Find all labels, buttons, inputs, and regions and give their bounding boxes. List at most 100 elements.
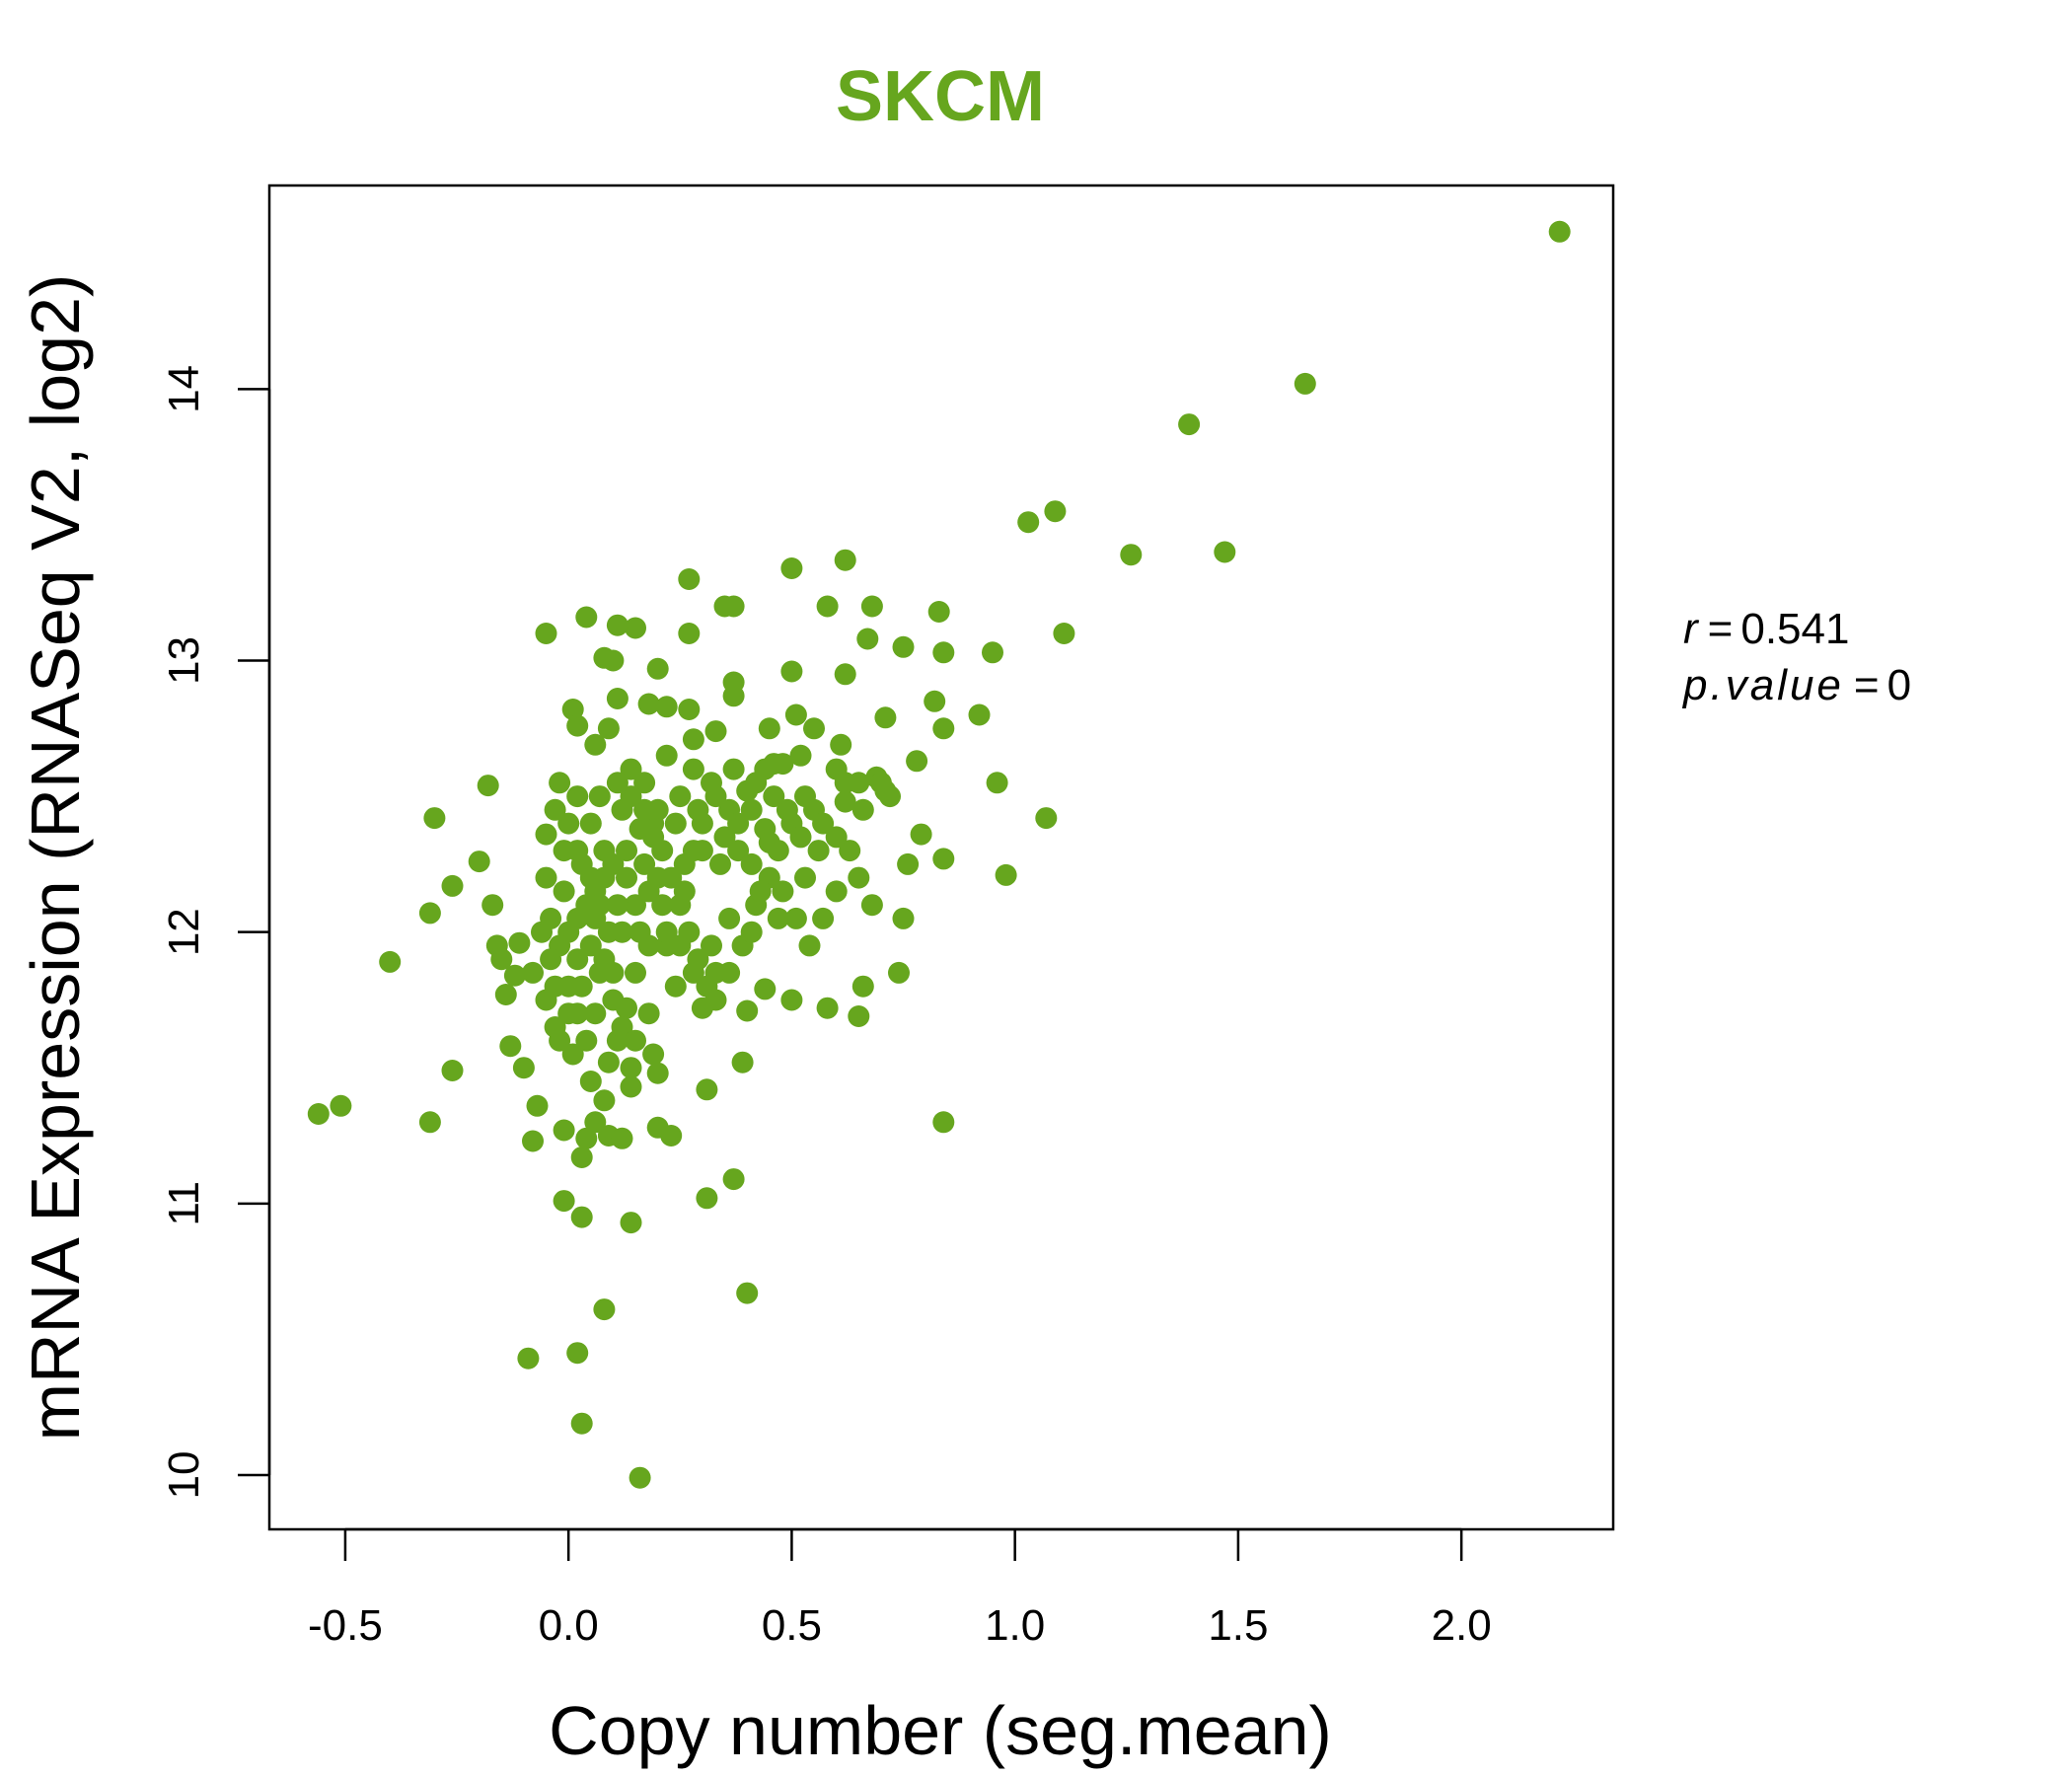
data-point — [418, 902, 441, 925]
y-tick-label: 14 — [160, 365, 208, 413]
data-point — [722, 758, 745, 780]
data-point — [1294, 372, 1316, 395]
data-point — [709, 852, 731, 875]
data-point — [888, 961, 910, 984]
data-point — [807, 840, 830, 862]
data-point — [816, 595, 839, 618]
data-point — [780, 557, 803, 579]
correlation-annotation: r = 0.541 p.value = 0 — [1681, 605, 1911, 709]
data-point — [860, 894, 883, 917]
data-point — [418, 1111, 441, 1134]
data-point — [620, 1075, 642, 1098]
data-point — [673, 880, 696, 903]
data-point — [553, 840, 575, 862]
data-point — [575, 606, 598, 629]
data-point — [570, 1206, 593, 1228]
r-value: 0.541 — [1740, 605, 1849, 653]
p-equals: = — [1854, 661, 1880, 709]
data-point — [481, 894, 504, 917]
data-point — [602, 989, 625, 1011]
data-point — [789, 744, 812, 767]
data-point — [1178, 413, 1201, 436]
data-point — [812, 812, 835, 835]
p-stat-line: p.value = 0 — [1681, 661, 1911, 709]
data-point — [544, 798, 566, 821]
data-point — [575, 1127, 598, 1149]
points-layer — [307, 220, 1571, 1489]
data-point — [584, 1111, 607, 1134]
data-point — [535, 623, 557, 644]
p-label: p.value — [1681, 661, 1844, 709]
y-tick-label: 13 — [160, 636, 208, 685]
data-point — [727, 840, 750, 862]
data-point — [625, 617, 646, 639]
data-point — [932, 717, 955, 740]
data-point — [856, 628, 879, 650]
data-point — [713, 826, 736, 849]
data-point — [602, 649, 625, 672]
data-point — [588, 785, 611, 808]
x-tick-label: -0.5 — [308, 1601, 383, 1650]
data-point — [825, 880, 848, 903]
data-point — [722, 595, 745, 618]
data-point — [704, 720, 727, 743]
data-point — [379, 950, 402, 973]
data-point — [772, 880, 794, 903]
data-point — [655, 744, 678, 767]
data-point — [625, 1029, 646, 1052]
data-point — [758, 831, 780, 853]
y-tick-label: 10 — [160, 1451, 208, 1500]
data-point — [767, 907, 789, 929]
data-point — [682, 840, 704, 862]
data-point — [678, 699, 701, 720]
x-tick-label: 1.0 — [985, 1601, 1045, 1650]
data-point — [579, 866, 602, 889]
data-point — [540, 948, 562, 971]
data-point — [682, 961, 704, 984]
data-point — [651, 894, 674, 917]
data-point — [584, 1002, 607, 1025]
data-point — [597, 921, 620, 943]
x-tick-label: 0.0 — [539, 1601, 599, 1650]
data-point — [669, 785, 692, 808]
data-point — [553, 880, 575, 903]
data-point — [535, 866, 557, 889]
data-point — [860, 595, 883, 618]
data-point — [664, 812, 687, 835]
data-point — [566, 948, 589, 971]
data-point — [1035, 807, 1058, 830]
data-point — [1017, 511, 1040, 534]
data-point — [780, 989, 803, 1011]
data-point — [731, 1051, 754, 1073]
data-point — [642, 1043, 665, 1066]
data-point — [722, 1168, 745, 1191]
data-point — [579, 1071, 602, 1092]
data-point — [549, 772, 571, 794]
data-point — [584, 733, 607, 756]
data-point — [664, 975, 687, 998]
data-point — [696, 1187, 718, 1210]
data-point — [570, 1147, 593, 1168]
data-point — [606, 772, 629, 794]
data-point — [758, 717, 780, 740]
data-point — [423, 807, 446, 830]
data-point — [1044, 500, 1067, 523]
data-point — [441, 874, 464, 897]
data-point — [834, 549, 856, 571]
data-point — [924, 690, 946, 712]
data-point — [704, 961, 727, 984]
data-point — [812, 907, 835, 929]
data-point — [620, 758, 642, 780]
r-equals: = — [1708, 605, 1734, 653]
data-point — [637, 1002, 660, 1025]
data-point — [727, 812, 750, 835]
data-point — [740, 798, 763, 821]
y-axis: 10 11 12 13 14 — [160, 365, 271, 1500]
data-point — [754, 978, 777, 1000]
data-point — [701, 934, 722, 957]
data-point — [754, 758, 777, 780]
data-point — [531, 921, 553, 943]
data-point — [1214, 541, 1236, 563]
data-point — [892, 635, 915, 658]
